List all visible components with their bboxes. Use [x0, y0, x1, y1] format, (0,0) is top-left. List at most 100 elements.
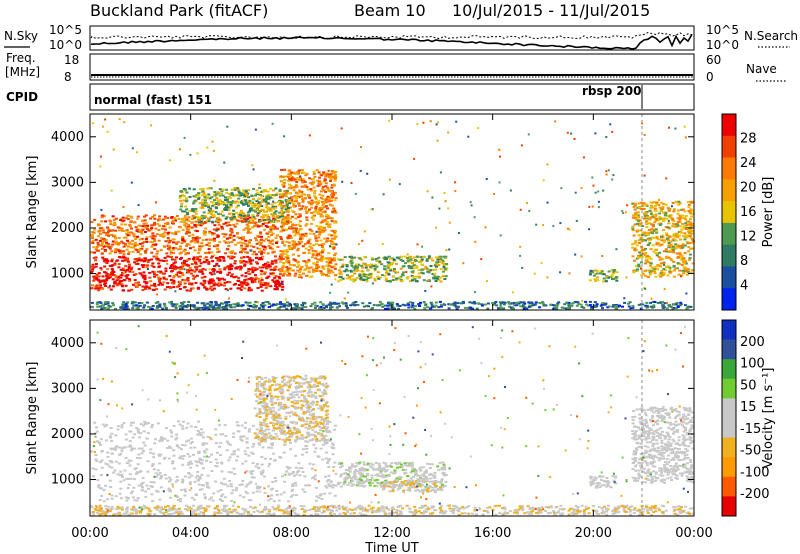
power-cell: [313, 192, 317, 195]
power-cell: [99, 305, 102, 308]
y-tick-label: 1000: [51, 267, 84, 282]
power-cell: [156, 270, 160, 273]
power-cell: [281, 213, 284, 216]
power-cell: [678, 253, 682, 256]
power-cell: [263, 222, 267, 224]
power-cell: [216, 235, 220, 238]
power-cell: [130, 266, 134, 269]
power-cell: [333, 267, 337, 270]
power-cell: [375, 259, 379, 262]
power-cell: [211, 255, 214, 258]
power-cell: [371, 282, 374, 285]
power-cell: [173, 265, 177, 268]
power-cell: [240, 250, 244, 252]
velocity-cell: [308, 462, 312, 465]
power-cell: [360, 274, 364, 277]
power-cell: [442, 265, 445, 268]
power-cell: [223, 266, 227, 269]
power-cell: [680, 231, 683, 234]
power-cell: [174, 306, 178, 309]
power-cell: [260, 258, 264, 261]
power-cell: [291, 224, 295, 227]
power-cell: [309, 266, 313, 269]
velocity-cell: [210, 453, 213, 456]
power-cell: [687, 268, 691, 271]
power-cell: [230, 256, 234, 259]
power-cell: [634, 213, 637, 216]
power-cell: [261, 266, 265, 269]
power-cell: [203, 257, 206, 260]
power-cell: [230, 231, 234, 234]
power-cell: [350, 274, 354, 277]
power-cell: [312, 244, 316, 247]
velocity-cell: [177, 446, 181, 449]
power-cell: [178, 196, 182, 199]
power-cell: [445, 263, 449, 265]
velocity-cell: [158, 462, 162, 465]
power-cell: [187, 219, 191, 222]
velocity-cell: [102, 489, 106, 492]
power-cell: [443, 192, 446, 194]
power-cell: [174, 290, 177, 293]
power-cell: [330, 306, 334, 309]
power-cell: [237, 303, 241, 306]
power-cell: [263, 272, 267, 275]
power-cell: [656, 268, 660, 271]
power-cell: [406, 302, 410, 305]
power-cell: [322, 202, 325, 205]
power-cell: [246, 228, 250, 231]
power-cell: [185, 218, 189, 221]
power-cell: [633, 242, 637, 245]
power-cell: [588, 304, 592, 306]
power-cell: [309, 305, 313, 308]
power-cell: [678, 251, 682, 254]
power-cell: [638, 206, 641, 209]
power-cell: [546, 201, 549, 204]
velocity-cell: [113, 469, 117, 472]
velocity-cell: [172, 454, 176, 457]
power-cell: [103, 283, 107, 286]
velocity-cell: [168, 496, 172, 499]
velocity-cell: [203, 497, 207, 500]
power-cell: [323, 178, 327, 181]
power-cell: [193, 306, 197, 309]
power-cell: [447, 207, 450, 210]
power-cell: [425, 258, 429, 261]
power-cell: [204, 231, 207, 233]
velocity-cell: [291, 494, 295, 497]
velocity-cell: [314, 499, 318, 502]
power-cell: [106, 227, 110, 230]
power-cell: [519, 254, 522, 257]
power-cell: [170, 270, 174, 273]
power-cell: [632, 269, 636, 272]
power-cell: [126, 301, 130, 304]
power-cell: [122, 236, 126, 239]
power-cell: [310, 275, 314, 278]
power-cell: [139, 259, 143, 262]
power-cell: [282, 211, 285, 214]
power-cell: [154, 302, 158, 304]
velocity-cell: [229, 483, 233, 486]
power-cell: [399, 258, 403, 261]
velocity-cell: [205, 481, 209, 484]
power-cell: [159, 270, 163, 273]
velocity-cell: [129, 477, 133, 480]
power-cell: [233, 262, 237, 265]
power-cell: [688, 218, 692, 221]
power-cell: [333, 199, 337, 202]
power-cell: [348, 261, 352, 264]
power-cell: [100, 227, 104, 229]
power-cell: [320, 251, 324, 254]
power-cell: [145, 236, 149, 239]
power-cell: [151, 244, 155, 247]
power-cell: [395, 303, 399, 306]
power-cell: [222, 259, 226, 262]
power-cell: [381, 305, 385, 308]
power-cell: [331, 241, 335, 244]
power-cell: [658, 198, 660, 201]
power-cell: [92, 231, 96, 234]
velocity-cell: [110, 448, 114, 451]
power-cell: [597, 200, 600, 203]
velocity-cell: [248, 428, 251, 431]
power-cell: [249, 262, 253, 265]
